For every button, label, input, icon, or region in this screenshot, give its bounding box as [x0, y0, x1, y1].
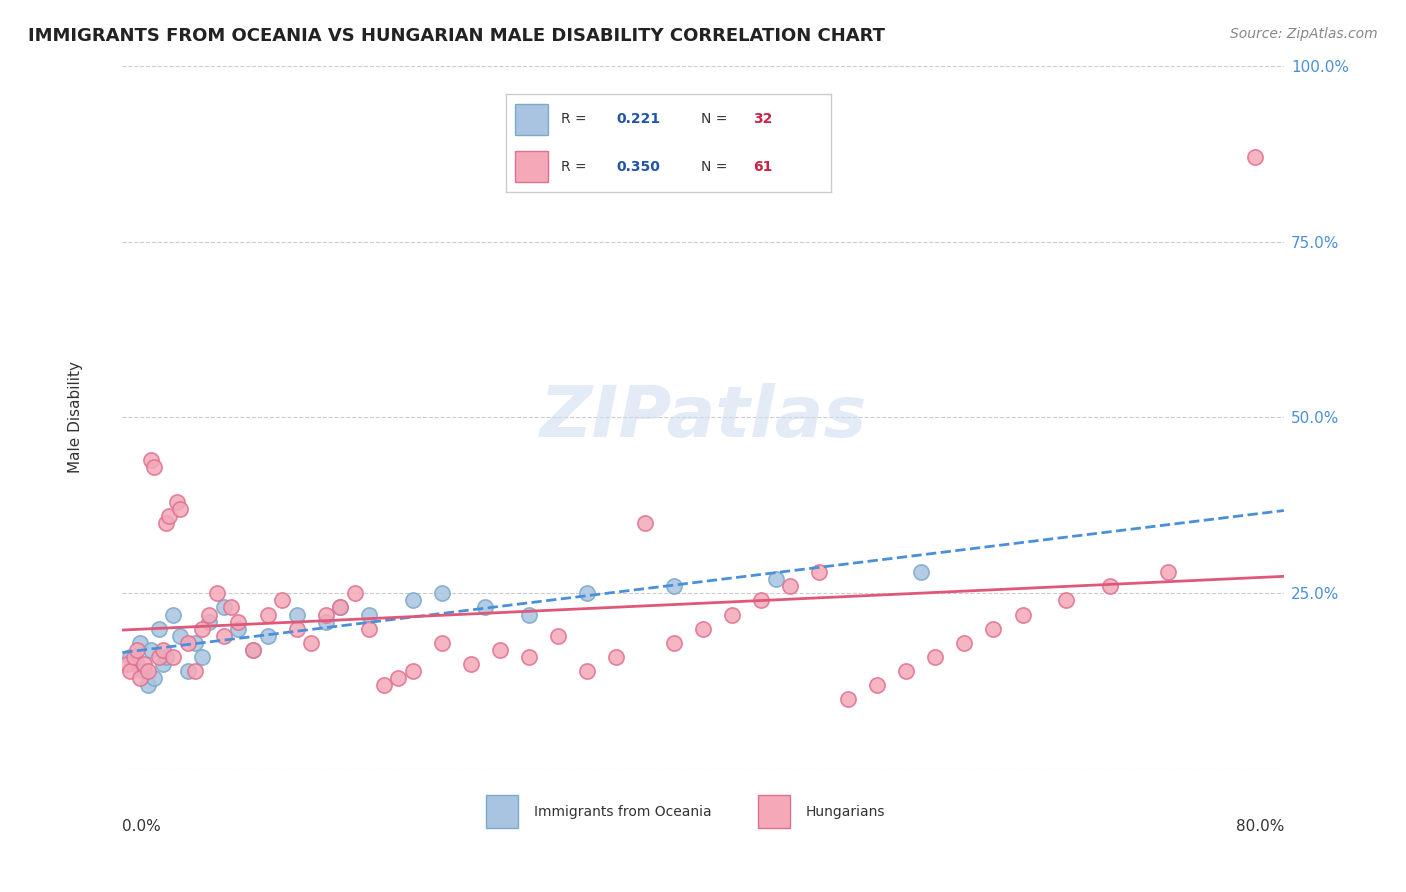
Point — [169, 629, 191, 643]
Point — [1098, 579, 1121, 593]
Point — [779, 579, 801, 593]
Point — [808, 566, 831, 580]
Point — [359, 622, 381, 636]
Point — [242, 642, 264, 657]
Point — [125, 657, 148, 671]
Point — [285, 622, 308, 636]
Point — [837, 692, 859, 706]
Point — [152, 642, 174, 657]
Point — [359, 607, 381, 622]
Point — [128, 671, 150, 685]
Point — [152, 657, 174, 671]
Point — [166, 495, 188, 509]
Point — [184, 635, 207, 649]
Point — [141, 642, 163, 657]
Point — [765, 572, 787, 586]
Point — [157, 508, 180, 523]
Point — [547, 629, 569, 643]
Text: Male Disability: Male Disability — [69, 361, 83, 474]
Point — [402, 664, 425, 678]
Point — [118, 649, 141, 664]
Point — [122, 649, 145, 664]
Point — [605, 649, 627, 664]
Point — [430, 635, 453, 649]
Point — [191, 649, 214, 664]
Point — [924, 649, 946, 664]
Point — [115, 657, 138, 671]
Text: IMMIGRANTS FROM OCEANIA VS HUNGARIAN MALE DISABILITY CORRELATION CHART: IMMIGRANTS FROM OCEANIA VS HUNGARIAN MAL… — [28, 27, 886, 45]
Point — [1011, 607, 1033, 622]
Point — [910, 566, 932, 580]
Point — [285, 607, 308, 622]
Text: ZIPatlas: ZIPatlas — [540, 383, 866, 452]
Point — [138, 678, 160, 692]
Point — [132, 657, 155, 671]
Point — [132, 664, 155, 678]
Point — [148, 622, 170, 636]
Point — [141, 452, 163, 467]
Point — [575, 586, 598, 600]
Point — [125, 642, 148, 657]
Point — [212, 600, 235, 615]
Point — [866, 678, 889, 692]
Point — [198, 607, 221, 622]
Point — [271, 593, 294, 607]
Point — [343, 586, 366, 600]
Point — [953, 635, 976, 649]
Point — [162, 607, 184, 622]
Point — [387, 671, 409, 685]
Point — [983, 622, 1005, 636]
Point — [749, 593, 772, 607]
Point — [575, 664, 598, 678]
Point — [138, 664, 160, 678]
Point — [256, 629, 278, 643]
Point — [373, 678, 395, 692]
Point — [155, 516, 177, 530]
Point — [517, 649, 540, 664]
Point — [128, 635, 150, 649]
Point — [430, 586, 453, 600]
Point — [176, 635, 198, 649]
Point — [176, 664, 198, 678]
Point — [198, 615, 221, 629]
Text: 0.0%: 0.0% — [122, 819, 162, 834]
Text: Source: ZipAtlas.com: Source: ZipAtlas.com — [1230, 27, 1378, 41]
Point — [242, 642, 264, 657]
Point — [299, 635, 322, 649]
Point — [1243, 150, 1265, 164]
Point — [1157, 566, 1180, 580]
Point — [896, 664, 918, 678]
Point — [212, 629, 235, 643]
Point — [634, 516, 657, 530]
Point — [256, 607, 278, 622]
Point — [692, 622, 714, 636]
Point — [402, 593, 425, 607]
Point — [191, 622, 214, 636]
Point — [517, 607, 540, 622]
Point — [662, 579, 685, 593]
Point — [228, 622, 250, 636]
Point — [228, 615, 250, 629]
Point — [184, 664, 207, 678]
Point — [155, 649, 177, 664]
Point — [662, 635, 685, 649]
Point — [143, 671, 166, 685]
Point — [721, 607, 744, 622]
Point — [219, 600, 242, 615]
Point — [205, 586, 228, 600]
Point — [460, 657, 482, 671]
Point — [118, 664, 141, 678]
Point — [169, 502, 191, 516]
Point — [329, 600, 352, 615]
Point — [474, 600, 496, 615]
Point — [488, 642, 510, 657]
Point — [162, 649, 184, 664]
Point — [315, 607, 337, 622]
Point — [329, 600, 352, 615]
Point — [315, 615, 337, 629]
Text: 80.0%: 80.0% — [1236, 819, 1284, 834]
Point — [1054, 593, 1077, 607]
Point — [143, 459, 166, 474]
Point — [148, 649, 170, 664]
